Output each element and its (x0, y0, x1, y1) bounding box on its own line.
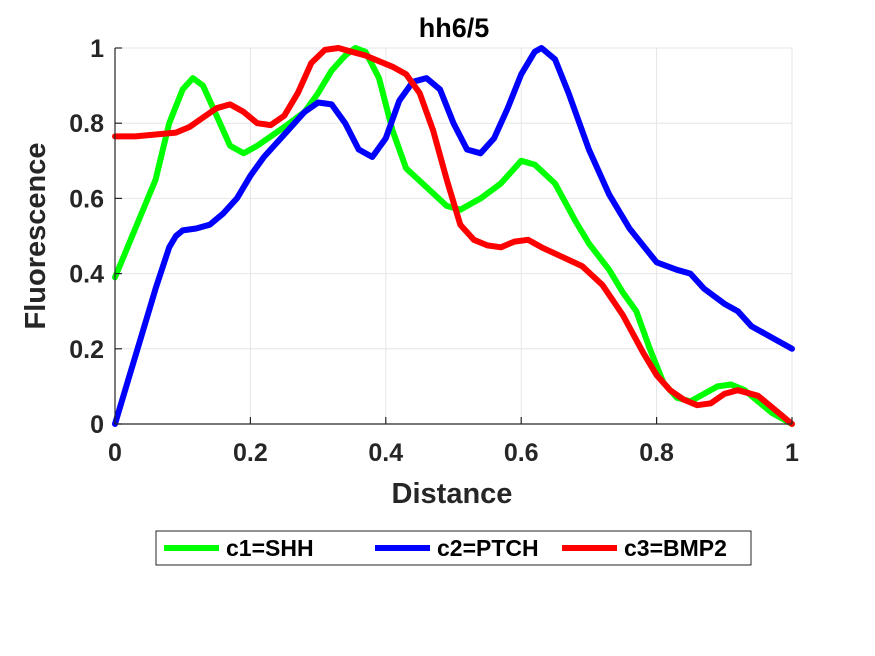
series-line-2 (112, 45, 795, 427)
axes (114, 47, 793, 425)
legend: c1=SHH c2=PTCH c3=BMP2 (155, 530, 752, 566)
x-tick-label: 0.2 (233, 439, 268, 467)
y-tick-label: 0.6 (69, 185, 104, 213)
x-tick-label: 1 (785, 439, 799, 467)
series-line-3 (112, 45, 795, 427)
y-tick-label: 1 (90, 35, 104, 63)
x-tick-label: 0.8 (639, 439, 674, 467)
legend-label-3: c3=BMP2 (624, 535, 727, 561)
legend-label-2: c2=PTCH (437, 535, 539, 561)
x-tick-label: 0 (108, 439, 122, 467)
x-axis-label: Distance (392, 478, 513, 510)
x-tick-label: 0.6 (504, 439, 539, 467)
y-tick-label: 0.2 (69, 336, 104, 364)
y-tick-label: 0.4 (69, 261, 104, 289)
legend-label-1: c1=SHH (226, 535, 314, 561)
y-tick-label: 0 (90, 411, 104, 439)
x-tick-label: 0.4 (368, 439, 403, 467)
y-tick-labels: 0 0.2 0.4 0.6 0.8 1 (69, 35, 104, 439)
y-axis-label: Fluorescence (20, 143, 52, 330)
series-lines (112, 45, 795, 427)
chart-title: hh6/5 (419, 13, 490, 43)
x-tick-labels: 0 0.2 0.4 0.6 0.8 1 (108, 439, 799, 467)
y-tick-label: 0.8 (69, 110, 104, 138)
legend-box (155, 530, 752, 566)
